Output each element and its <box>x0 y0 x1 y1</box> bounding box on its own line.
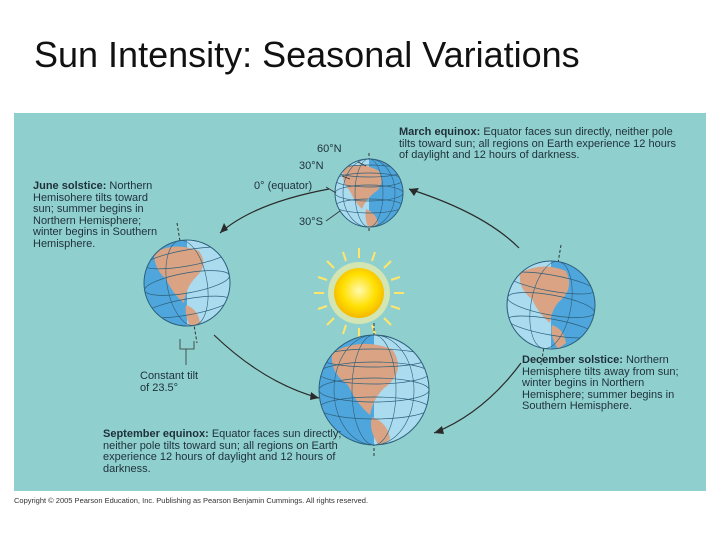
constant-tilt-caption: Constant tilt of 23.5° <box>140 370 199 394</box>
september-equinox-text: Equator faces sun directly; neither pole… <box>103 428 342 475</box>
december-solstice-text: Northern Hemisphere tilts away from sun;… <box>522 354 679 412</box>
slide-title: Sun Intensity: Seasonal Variations <box>34 34 580 75</box>
march-equinox-caption: March equinox: Equator faces sun directl… <box>399 126 679 162</box>
equator-label: 0° (equator) <box>254 180 313 192</box>
orbit-arrows <box>213 188 522 434</box>
arrow-heads <box>220 188 444 434</box>
march-equinox-text: Equator faces sun directly, neither pole… <box>399 126 676 161</box>
globe-december-solstice <box>506 244 596 366</box>
december-solstice-heading: December solstice: <box>522 354 623 366</box>
june-solstice-text: Northern Hemisohere tilts toward sun; su… <box>33 180 158 250</box>
june-solstice-heading: June solstice: <box>33 180 107 192</box>
latitude-30s-label: 30°S <box>299 216 323 228</box>
march-equinox-heading: March equinox: <box>399 126 481 138</box>
sun-icon <box>314 248 404 338</box>
june-solstice-caption: June solstice: Northern Hemisohere tilts… <box>33 180 168 250</box>
september-equinox-heading: September equinox: <box>103 428 209 440</box>
december-solstice-caption: December solstice: Northern Hemisphere t… <box>522 354 697 413</box>
orbit-illustration <box>143 153 596 458</box>
constant-tilt-line1: Constant tilt <box>140 370 199 382</box>
globe-march-equinox <box>325 153 404 233</box>
september-equinox-caption: September equinox: Equator faces sun dir… <box>103 428 358 475</box>
orbit-diagram: 60°N 30°N 0° (equator) 30°S March equino… <box>14 113 706 491</box>
latitude-30n-label: 30°N <box>299 160 324 172</box>
constant-tilt-line2: of 23.5° <box>140 381 179 394</box>
copyright-notice: Copyright © 2005 Pearson Education, Inc.… <box>14 496 369 505</box>
latitude-60n-label: 60°N <box>317 143 342 155</box>
